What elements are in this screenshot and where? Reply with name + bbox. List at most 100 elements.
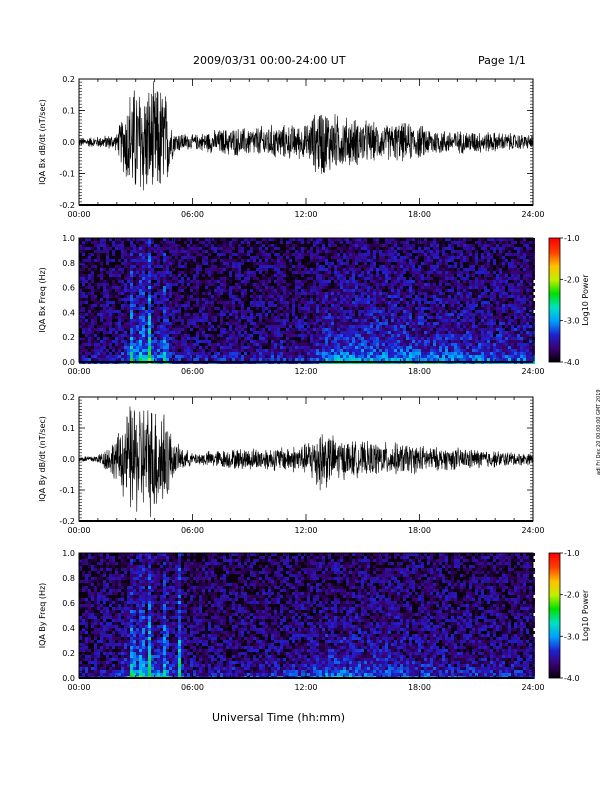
spectrogram-cell (241, 310, 244, 313)
spectrogram-cell (307, 352, 310, 355)
spectrogram-cell (250, 271, 253, 274)
spectrogram-cell (340, 349, 343, 352)
spectrogram-cell (127, 352, 130, 355)
spectrogram-cell (100, 271, 103, 274)
spectrogram-cell (142, 358, 145, 361)
spectrogram-cell (121, 262, 124, 265)
spectrogram-cell (382, 337, 385, 340)
spectrogram-cell (121, 241, 124, 244)
spectrogram-cell (460, 241, 463, 244)
spectrogram-cell (244, 274, 247, 277)
spectrogram-cell (139, 334, 142, 337)
spectrogram-cell (475, 271, 478, 274)
spectrogram-cell (310, 250, 313, 253)
spectrogram-cell (157, 250, 160, 253)
spectrogram-cell (451, 313, 454, 316)
spectrogram-cell (406, 340, 409, 343)
spectrogram-cell (82, 295, 85, 298)
spectrogram-cell (331, 334, 334, 337)
spectrogram-cell (466, 244, 469, 247)
spectrogram-cell (466, 268, 469, 271)
spectrogram-cell (157, 289, 160, 292)
spectrogram-cell (145, 268, 148, 271)
spectrogram-cell (382, 355, 385, 358)
spectrogram-cell (367, 289, 370, 292)
spectrogram-cell (415, 256, 418, 259)
spectrogram-cell (97, 352, 100, 355)
spectrogram-cell (397, 298, 400, 301)
spectrogram-cell (169, 274, 172, 277)
spectrogram-cell (346, 265, 349, 268)
spectrogram-cell (190, 352, 193, 355)
spectrogram-cell (352, 277, 355, 280)
spectrogram-cell (136, 277, 139, 280)
spectrogram-cell (184, 280, 187, 283)
spectrogram-cell (319, 241, 322, 244)
spectrogram-cell (367, 301, 370, 304)
spectrogram-cell (223, 301, 226, 304)
spectrogram-cell (181, 316, 184, 319)
spectrogram-cell (199, 334, 202, 337)
spectrogram-cell (253, 286, 256, 289)
spectrogram-cell (223, 286, 226, 289)
spectrogram-cell (334, 355, 337, 358)
spectrogram-cell (151, 268, 154, 271)
spectrogram-cell (394, 349, 397, 352)
spectrogram-cell (331, 352, 334, 355)
spectrogram-cell (91, 316, 94, 319)
spectrogram-cell (412, 250, 415, 253)
spectrogram-cell (364, 307, 367, 310)
spectrogram-cell (88, 322, 91, 325)
spectrogram-cell (82, 322, 85, 325)
spectrogram-cell (94, 355, 97, 358)
spectrogram-cell (478, 346, 481, 349)
spectrogram-cell (175, 334, 178, 337)
spectrogram-cell (130, 343, 133, 346)
spectrogram-cell (274, 262, 277, 265)
spectrogram-cell (478, 352, 481, 355)
spectrogram-cell (397, 310, 400, 313)
spectrogram-cell (409, 286, 412, 289)
spectrogram-cell (166, 301, 169, 304)
spectrogram-cell (199, 319, 202, 322)
spectrogram-cell (373, 262, 376, 265)
spectrogram-cell (274, 244, 277, 247)
spectrogram-cell (478, 244, 481, 247)
spectrogram-cell (358, 310, 361, 313)
spectrogram-cell (187, 250, 190, 253)
spectrogram-cell (175, 277, 178, 280)
spectrogram-cell (163, 253, 166, 256)
spectrogram-cell (487, 328, 490, 331)
spectrogram-cell (376, 358, 379, 361)
spectrogram-cell (460, 283, 463, 286)
spectrogram-cell (253, 343, 256, 346)
spectrogram-cell (424, 244, 427, 247)
spectrogram-cell (229, 295, 232, 298)
spectrogram-cell (133, 328, 136, 331)
spectrogram-cell (196, 298, 199, 301)
spectrogram-cell (328, 358, 331, 361)
spectrogram-cell (391, 286, 394, 289)
spectrogram-cell (250, 316, 253, 319)
spectrogram-cell (421, 280, 424, 283)
spectrogram-cell (430, 328, 433, 331)
spectrogram-cell (274, 337, 277, 340)
spectrogram-cell (301, 256, 304, 259)
spectrogram-cell (424, 322, 427, 325)
spectrogram-cell (412, 319, 415, 322)
spectrogram-cell (334, 244, 337, 247)
spectrogram-cell (175, 274, 178, 277)
spectrogram-cell (487, 244, 490, 247)
spectrogram-cell (442, 346, 445, 349)
spectrogram-cell (403, 331, 406, 334)
spectrogram-cell (295, 340, 298, 343)
spectrogram-cell (481, 358, 484, 361)
spectrogram-cell (322, 355, 325, 358)
spectrogram-cell (418, 277, 421, 280)
spectrogram-cell (349, 292, 352, 295)
spectrogram-cell (277, 295, 280, 298)
spectrogram-cell (475, 325, 478, 328)
spectrogram-cell (166, 355, 169, 358)
spectrogram-cell (130, 253, 133, 256)
spectrogram-cell (364, 280, 367, 283)
